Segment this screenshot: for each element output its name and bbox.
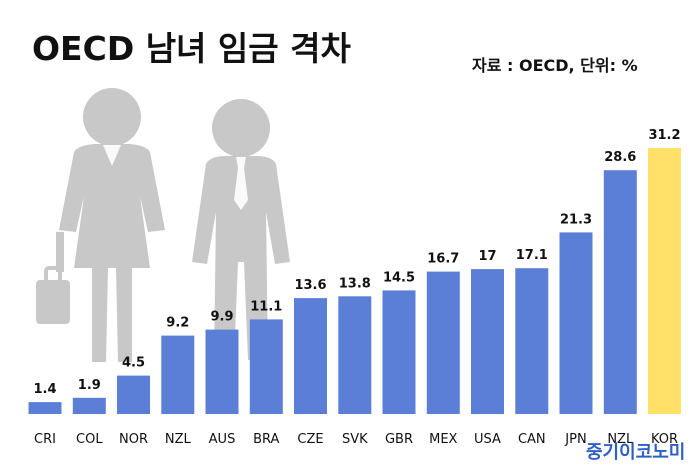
brand-logo: 중기이코노미 — [586, 442, 686, 463]
bar-jpn-12 — [559, 232, 593, 414]
category-label: GBR — [385, 432, 413, 447]
bar-kor-14 — [648, 148, 681, 414]
category-label: NOR — [119, 432, 148, 447]
value-label: 9.2 — [166, 316, 189, 331]
bar-aus-4 — [205, 329, 239, 414]
category-label: CAN — [518, 432, 546, 447]
bar-usa-10 — [471, 269, 504, 414]
briefcase-icon — [36, 232, 70, 324]
bar-can-11 — [515, 268, 549, 414]
value-label: 1.9 — [78, 378, 101, 393]
category-label: AUS — [209, 432, 236, 447]
category-label: CRI — [34, 432, 56, 447]
category-label: MEX — [429, 432, 457, 447]
source-note: 자료 : OECD, 단위: % — [472, 56, 638, 75]
value-label: 13.8 — [339, 276, 371, 291]
bar-gbr-8 — [382, 290, 416, 414]
category-label: SVK — [342, 432, 368, 447]
page-title: OECD 남녀 임금 격차 — [32, 29, 351, 68]
value-label: 4.5 — [122, 356, 145, 371]
value-label: 14.5 — [383, 270, 415, 285]
bar-nzl-3 — [161, 335, 195, 414]
man-body-icon — [192, 156, 290, 360]
bar-bra-5 — [249, 319, 283, 414]
category-label: NZL — [607, 432, 634, 447]
value-label: 13.6 — [294, 278, 326, 293]
value-label: 17 — [478, 249, 496, 264]
bar-svk-7 — [338, 296, 372, 414]
bar-mex-9 — [426, 271, 460, 414]
bar-cri-0 — [28, 402, 62, 414]
bar-nzl-13 — [603, 170, 637, 414]
bar-nor-2 — [117, 375, 150, 414]
value-label: 31.2 — [648, 128, 680, 143]
value-label: 1.4 — [33, 382, 56, 397]
category-label: KOR — [651, 432, 678, 447]
value-label: 11.1 — [250, 299, 282, 314]
value-label: 16.7 — [427, 252, 459, 267]
category-label: NZL — [165, 432, 192, 447]
woman-head-icon — [83, 88, 141, 146]
category-label: JPN — [564, 432, 586, 447]
woman-body-icon — [59, 144, 165, 362]
category-label: CZE — [297, 432, 323, 447]
value-label: 28.6 — [604, 150, 636, 165]
category-label: COL — [76, 432, 103, 447]
value-label: 9.9 — [210, 310, 233, 325]
category-label: USA — [474, 432, 501, 447]
category-label: BRA — [253, 432, 279, 447]
bar-col-1 — [72, 397, 106, 414]
value-label: 21.3 — [560, 212, 592, 227]
value-label: 17.1 — [516, 248, 548, 263]
bar-cze-6 — [294, 298, 327, 414]
man-head-icon — [212, 99, 270, 157]
